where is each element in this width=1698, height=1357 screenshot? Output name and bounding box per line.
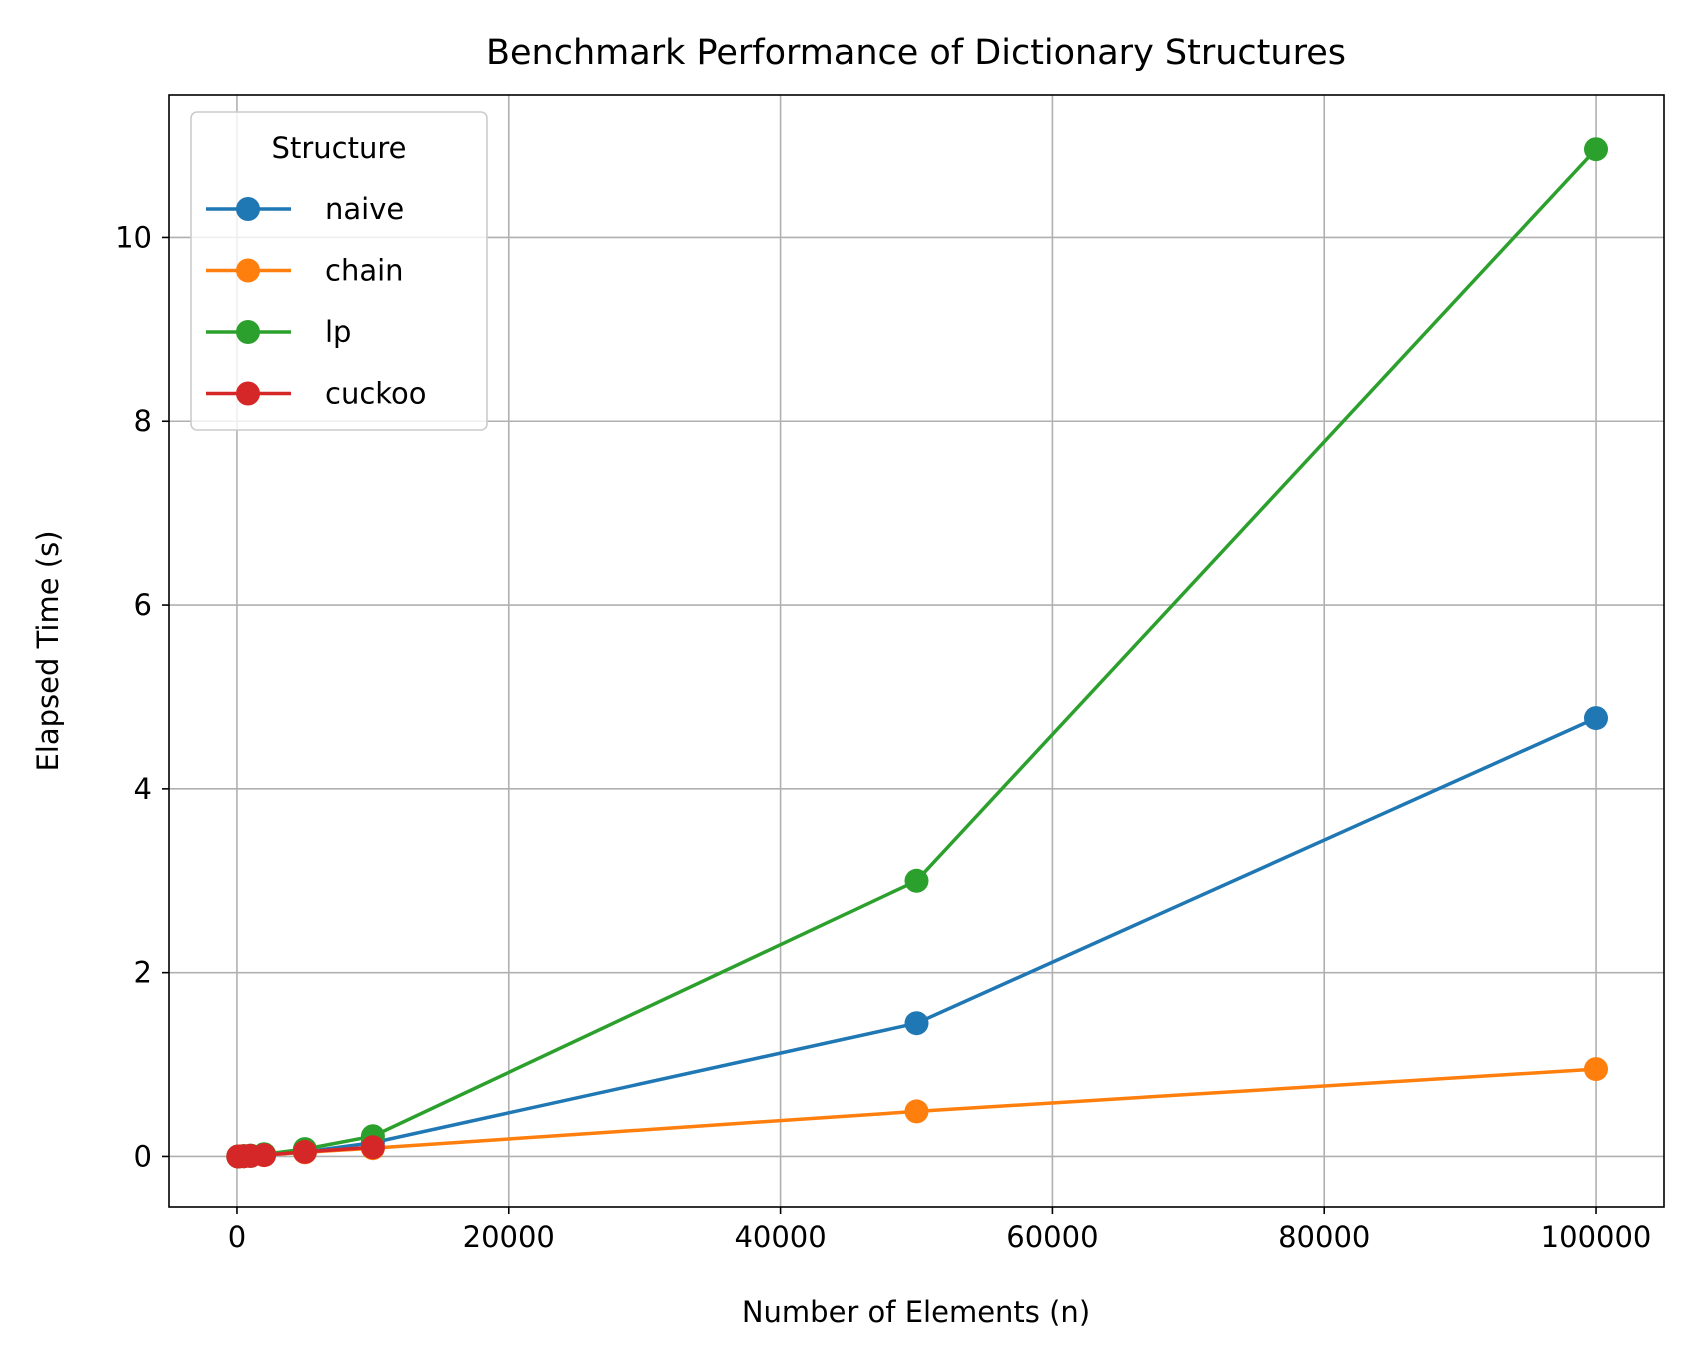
data-point-cuckoo	[252, 1143, 277, 1168]
x-axis-label: Number of Elements (n)	[742, 1295, 1090, 1329]
y-tick-label: 8	[134, 404, 152, 438]
series-lines	[226, 137, 1608, 1169]
legend-entry-naive: naive	[206, 192, 404, 226]
data-point-cuckoo	[360, 1135, 385, 1160]
x-tick-label: 20000	[463, 1220, 555, 1254]
legend-marker-cuckoo	[236, 381, 260, 406]
x-tick-label: 0	[228, 1220, 246, 1254]
y-axis-ticks: 0 2 4 6 8 10	[115, 220, 169, 1173]
y-axis-label: Elapsed Time (s)	[31, 530, 65, 771]
y-tick-label: 2	[134, 956, 152, 990]
legend-entries: naive chain lp cuckoo	[206, 192, 427, 411]
legend-label-naive: naive	[325, 192, 404, 226]
legend-box	[190, 111, 488, 431]
legend-entry-lp: lp	[206, 315, 351, 349]
y-tick-label: 6	[134, 588, 152, 622]
y-tick-label: 10	[115, 220, 152, 254]
legend-marker-naive	[236, 197, 260, 221]
legend-entry-chain: chain	[206, 254, 404, 288]
legend-label-cuckoo: cuckoo	[325, 377, 427, 411]
legend-marker-chain	[236, 258, 260, 283]
chart-title: Benchmark Performance of Dictionary Stru…	[486, 33, 1346, 73]
plot-frame	[168, 94, 1665, 1208]
x-tick-label: 60000	[1006, 1220, 1098, 1254]
x-tick-label: 80000	[1278, 1220, 1370, 1254]
data-point-lp	[904, 868, 929, 893]
legend-marker-lp	[236, 320, 260, 344]
legend-label-lp: lp	[325, 315, 351, 349]
legend-label-chain: chain	[325, 254, 404, 288]
data-point-naive	[1584, 706, 1608, 731]
y-tick-label: 4	[134, 772, 152, 806]
grid-lines	[169, 95, 1664, 1207]
data-point-cuckoo	[292, 1139, 317, 1164]
legend-title: Structure	[272, 131, 407, 165]
data-point-chain	[1584, 1057, 1608, 1082]
x-tick-label: 40000	[734, 1220, 826, 1254]
legend-entry-cuckoo: cuckoo	[206, 377, 427, 411]
legend: Structure naive chain lp cuckoo	[190, 111, 488, 431]
x-tick-label: 100000	[1541, 1220, 1652, 1254]
data-point-lp	[1584, 137, 1608, 162]
y-tick-label: 0	[134, 1139, 152, 1173]
data-point-naive	[904, 1011, 929, 1036]
data-point-chain	[904, 1099, 929, 1124]
x-axis-ticks: 0 20000 40000 60000 80000 100000	[228, 1207, 1652, 1254]
series-cuckoo	[226, 1135, 385, 1169]
